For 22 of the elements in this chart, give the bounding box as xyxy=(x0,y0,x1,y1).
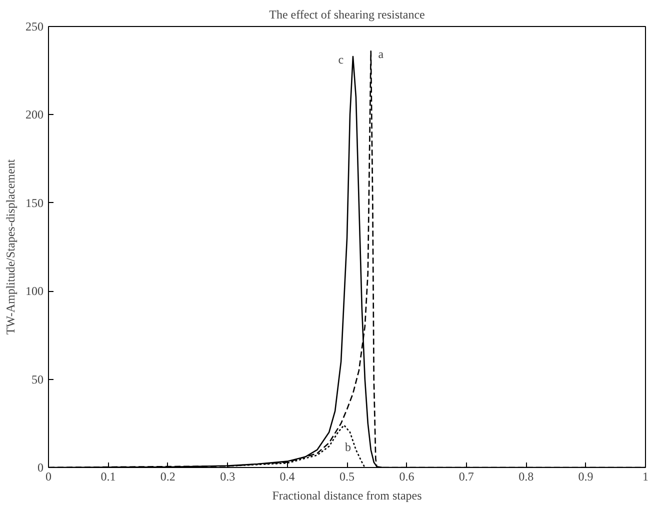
x-axis-title: Fractional distance from stapes xyxy=(272,488,422,502)
x-tick-label: 0.9 xyxy=(578,470,594,484)
x-tick-label: 0.4 xyxy=(280,470,295,484)
annotation: c xyxy=(338,52,344,66)
x-tick-label: 0.7 xyxy=(458,470,474,484)
x-tick-label: 1 xyxy=(642,470,648,484)
y-tick-label: 200 xyxy=(26,108,44,122)
chart-title: The effect of shearing resistance xyxy=(269,8,425,22)
y-tick-label: 0 xyxy=(38,460,44,474)
x-tick-label: 0.1 xyxy=(100,470,116,484)
x-tick-label: 0.8 xyxy=(518,470,534,484)
x-tick-label: 0.2 xyxy=(160,470,176,484)
x-tick-label: 0.3 xyxy=(220,470,236,484)
y-tick-label: 50 xyxy=(32,372,44,386)
annotation: a xyxy=(378,47,384,62)
y-tick-label: 250 xyxy=(26,20,44,34)
y-tick-label: 100 xyxy=(26,284,44,298)
annotation: b xyxy=(344,440,351,454)
x-tick-label: 0.6 xyxy=(399,470,414,484)
x-tick-label: 0.5 xyxy=(340,470,354,484)
y-tick-label: 150 xyxy=(26,196,44,210)
y-axis-title: TW-Amplitude/Stapes-displacement xyxy=(4,158,18,335)
